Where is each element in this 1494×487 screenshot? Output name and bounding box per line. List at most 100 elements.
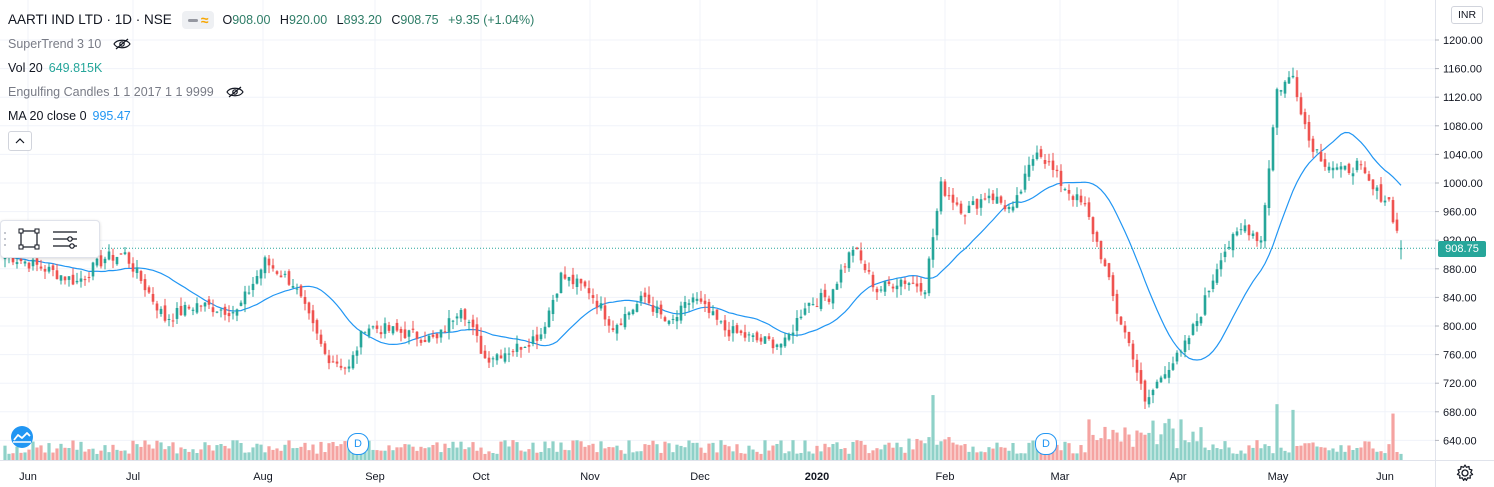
candle-body — [99, 255, 103, 267]
candle-body — [867, 270, 871, 272]
candle-body — [1115, 293, 1119, 314]
candle-body — [1183, 340, 1187, 352]
volume-bar — [1283, 450, 1287, 460]
candle-body — [1295, 77, 1299, 98]
floating-drawing-toolbar[interactable] — [0, 220, 100, 258]
volume-bar — [291, 448, 295, 460]
candle-body — [1047, 161, 1051, 163]
candle-body — [651, 305, 655, 312]
candle-body — [387, 325, 391, 331]
candle-body — [367, 328, 371, 336]
volume-bar — [79, 441, 83, 460]
volume-bar — [727, 446, 731, 460]
candle-body — [635, 304, 639, 312]
candle-body — [839, 269, 843, 283]
candle-body — [255, 276, 259, 284]
dividend-marker[interactable]: D — [347, 433, 369, 455]
candle-body — [71, 274, 75, 285]
volume-bar — [563, 449, 567, 460]
indicator-engulfing[interactable]: Engulfing Candles 1 1 2017 1 1 9999 — [8, 80, 534, 104]
eye-crossed-icon[interactable] — [226, 86, 244, 98]
volume-bar — [135, 444, 139, 460]
volume-bar — [1315, 446, 1319, 460]
volume-bar — [1083, 452, 1087, 460]
last-price-label: 908.75 — [1438, 241, 1486, 257]
collapse-legend-button[interactable] — [8, 131, 32, 151]
candle-body — [1375, 187, 1379, 191]
volume-bar — [783, 453, 787, 460]
time-tick-label: Sep — [365, 471, 385, 483]
candle-body — [1203, 295, 1207, 315]
candle-body — [459, 309, 463, 319]
candle-body — [1351, 173, 1355, 177]
indicator-ma[interactable]: MA 20 close 0 995.47 — [8, 104, 534, 128]
candle-body — [1355, 160, 1359, 171]
volume-bar — [1299, 445, 1303, 460]
volume-bar — [795, 453, 799, 460]
volume-bar — [891, 447, 895, 460]
volume-bar — [1151, 420, 1155, 460]
candle-body — [1339, 166, 1343, 170]
volume-bar — [595, 452, 599, 460]
rectangle-tool-button[interactable] — [11, 223, 47, 255]
candle-body — [79, 278, 83, 282]
open-value: 908.00 — [232, 13, 271, 27]
candle-body — [91, 262, 95, 277]
candle-body — [399, 328, 403, 333]
dividend-marker[interactable]: D — [1035, 433, 1057, 455]
volume-bar — [47, 443, 51, 460]
tradingview-logo-icon[interactable] — [6, 425, 38, 449]
time-axis[interactable]: Jun Jul Aug Sep Oct Nov Dec 2020 Feb Mar Apr May Jun — [19, 471, 1394, 483]
candle-body — [275, 271, 279, 274]
candle-body — [223, 306, 227, 315]
currency-label[interactable]: INR — [1451, 6, 1483, 24]
volume-bar — [415, 450, 419, 460]
volume-bar — [327, 443, 331, 460]
volume-bar — [643, 444, 647, 460]
candle-body — [203, 302, 207, 307]
volume-bar — [1295, 446, 1299, 460]
candle-body — [1259, 240, 1263, 243]
volume-bar — [987, 447, 991, 460]
candle-body — [1191, 324, 1195, 335]
candle-body — [263, 257, 267, 274]
candle-body — [1083, 203, 1087, 205]
drag-handle-icon[interactable] — [1, 227, 11, 251]
volume-bar — [879, 449, 883, 460]
time-tick-label: Apr — [1169, 471, 1186, 483]
volume-bar — [331, 442, 335, 460]
indicator-volume[interactable]: Vol 20 649.815K — [8, 56, 534, 80]
candle-body — [631, 309, 635, 315]
wave-icon: ≈ — [200, 12, 209, 28]
symbol-title[interactable]: AARTI IND LTD · 1D · NSE — [8, 12, 172, 27]
candle-body — [875, 288, 879, 293]
volume-bar — [1263, 444, 1267, 460]
volume-bar — [1079, 445, 1083, 460]
volume-bar — [647, 444, 651, 460]
eye-crossed-icon[interactable] — [113, 38, 132, 50]
volume-bar — [587, 445, 591, 460]
price-axis[interactable]: 1200.00 1160.00 1120.00 1080.00 1040.00 1000.… — [1435, 35, 1483, 447]
candle-body — [1331, 167, 1335, 171]
candle-body — [27, 262, 31, 269]
chart-type-toggle[interactable]: ≈ — [181, 11, 215, 29]
volume-bar — [1363, 441, 1367, 460]
volume-bar — [819, 451, 823, 460]
indicator-supertrend[interactable]: SuperTrend 3 10 — [8, 32, 534, 56]
price-tick-label: 800.00 — [1443, 321, 1477, 333]
gear-icon[interactable] — [1456, 464, 1474, 482]
candle-body — [1035, 152, 1039, 160]
time-tick-label: Oct — [472, 471, 489, 483]
volume-bar — [871, 450, 875, 460]
candle-body — [23, 261, 27, 264]
candle-body — [883, 281, 887, 292]
candle-body — [295, 288, 299, 290]
dash-icon — [187, 18, 198, 22]
candle-body — [991, 193, 995, 201]
candle-body — [247, 292, 251, 294]
candle-body — [639, 295, 643, 302]
drawing-settings-button[interactable] — [47, 223, 83, 255]
volume-bar — [1271, 453, 1275, 460]
